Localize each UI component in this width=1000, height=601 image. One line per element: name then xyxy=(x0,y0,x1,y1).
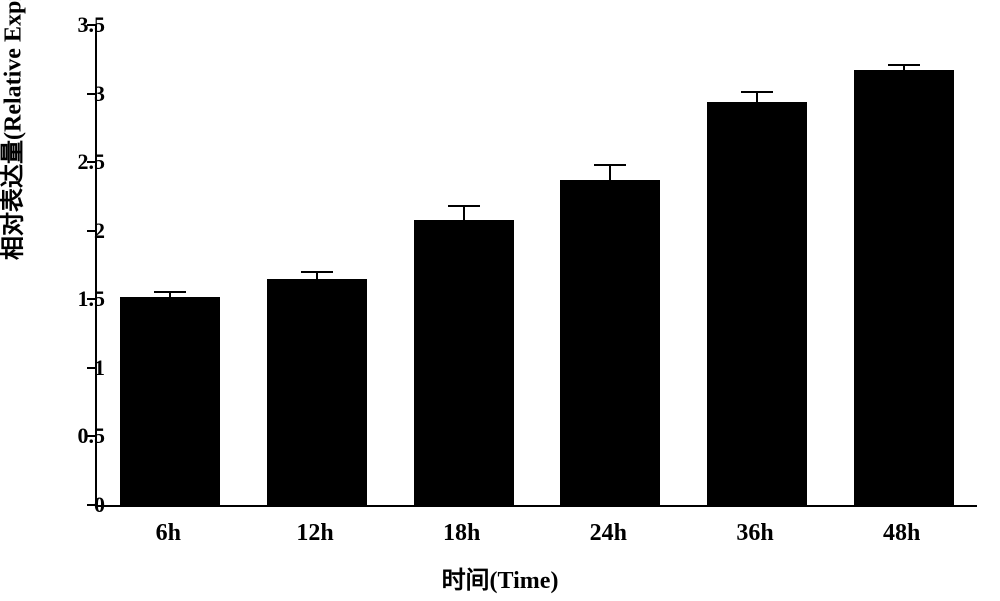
y-tick-label: 1.5 xyxy=(78,286,106,312)
x-tick-label: 24h xyxy=(590,520,627,547)
plot-area xyxy=(95,25,977,507)
error-bar xyxy=(463,206,465,220)
bar xyxy=(267,279,367,505)
error-bar-cap xyxy=(594,164,626,166)
error-bar-cap xyxy=(741,91,773,93)
x-axis-title: 时间(Time) xyxy=(0,560,1000,595)
bar xyxy=(560,180,660,505)
y-tick-label: 3.5 xyxy=(78,12,106,38)
error-bar xyxy=(316,272,318,279)
bar xyxy=(854,70,954,505)
y-axis-title: 相对表达量(Relative Expression) xyxy=(0,0,28,260)
error-bar-cap xyxy=(154,291,186,293)
error-bar-cap xyxy=(301,271,333,273)
bar-chart: 相对表达量(Relative Expression) 时间(Time) 0 0.5… xyxy=(0,0,1000,601)
y-tick-label: 0 xyxy=(94,492,105,518)
error-bar-cap xyxy=(448,205,480,207)
y-tick-label: 2 xyxy=(94,218,105,244)
y-tick-label: 2.5 xyxy=(78,149,106,175)
x-tick-label: 36h xyxy=(736,520,773,547)
x-tick-label: 48h xyxy=(883,520,920,547)
bar xyxy=(414,220,514,505)
y-tick-label: 1 xyxy=(94,355,105,381)
error-bar-cap xyxy=(888,64,920,66)
bar xyxy=(707,102,807,505)
x-tick-label: 18h xyxy=(443,520,480,547)
error-bar xyxy=(609,165,611,180)
y-tick-label: 0.5 xyxy=(78,423,106,449)
x-tick-label: 12h xyxy=(296,520,333,547)
bar xyxy=(120,297,220,505)
x-tick-label: 6h xyxy=(156,520,181,547)
y-tick-label: 3 xyxy=(94,81,105,107)
error-bar xyxy=(756,92,758,102)
